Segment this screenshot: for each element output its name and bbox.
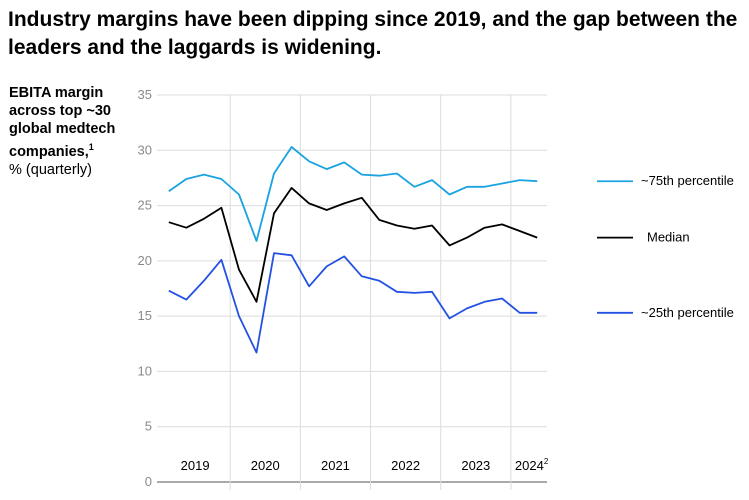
- y-axis-label-text: EBITA margin across top ~30 global medte…: [9, 85, 116, 160]
- x-year-2022: 2022: [391, 458, 420, 473]
- y-tick-5: 5: [145, 419, 152, 434]
- x-year-2024: 20242: [515, 457, 549, 473]
- x-year-2019: 2019: [181, 458, 210, 473]
- series-lines: [168, 146, 538, 354]
- y-axis-unit: % (quarterly): [9, 161, 92, 178]
- legend-label-1: Median: [647, 230, 690, 245]
- x-year-labels: 2019 2020 2021 2022 2023 20242: [181, 457, 549, 473]
- y-tick-35: 35: [138, 87, 152, 102]
- y-axis-label: EBITA margin across top ~30 global medte…: [9, 84, 129, 179]
- y-tick-25: 25: [138, 198, 152, 213]
- legend: ~75th percentile Median ~25th percentile: [597, 173, 734, 320]
- y-tick-10: 10: [138, 363, 152, 378]
- y-tick-labels: 0 5 10 15 20 25 30 35: [138, 87, 152, 489]
- x-year-footnote: 2: [544, 457, 549, 466]
- x-year-2021: 2021: [321, 458, 350, 473]
- grid-lines: [157, 94, 547, 490]
- x-year-2020: 2020: [251, 458, 280, 473]
- y-tick-20: 20: [138, 253, 152, 268]
- y-tick-15: 15: [138, 308, 152, 323]
- chart-title: Industry margins have been dipping since…: [8, 8, 738, 59]
- series-line-2: [168, 252, 538, 354]
- series-line-1: [168, 186, 538, 303]
- x-year-2023: 2023: [461, 458, 490, 473]
- y-axis-label-main: EBITA margin across top ~30 global medte…: [9, 84, 129, 161]
- y-tick-30: 30: [138, 142, 152, 157]
- legend-label-0: ~75th percentile: [641, 173, 734, 188]
- legend-label-2: ~25th percentile: [641, 305, 734, 320]
- series-line-0: [168, 146, 538, 242]
- y-tick-0: 0: [145, 474, 152, 489]
- y-axis-footnote: 1: [88, 142, 94, 152]
